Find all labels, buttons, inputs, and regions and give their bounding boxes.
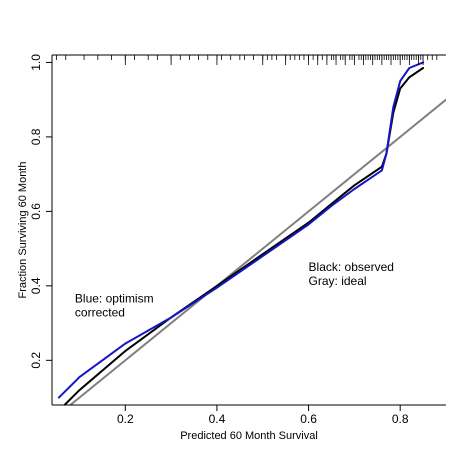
- x-tick-label: 0.6: [300, 412, 317, 426]
- corrected-line: [57, 61, 425, 399]
- y-tick-label: 0.6: [29, 203, 43, 220]
- annotation-text: Black: observed: [309, 260, 394, 274]
- y-axis-label: Fraction Surviving 60 Month: [17, 162, 29, 299]
- observed-line: [63, 67, 425, 405]
- x-tick-label: 0.8: [392, 412, 409, 426]
- y-tick-label: 1.0: [29, 54, 43, 71]
- series-lines: [57, 61, 446, 405]
- ideal-line: [68, 98, 446, 405]
- annotation-text: corrected: [75, 306, 125, 320]
- x-tick-label: 0.2: [117, 412, 134, 426]
- x-tick-label: 0.4: [209, 412, 226, 426]
- annotation-text: Blue: optimism: [75, 292, 154, 306]
- y-tick-label: 0.4: [29, 277, 43, 294]
- axes: 0.2 0.4 0.6 0.8 0.2 0.4 0.6 0.8 1.0: [29, 54, 446, 426]
- annotation-text: Gray: ideal: [309, 274, 367, 288]
- y-tick-label: 0.8: [29, 128, 43, 145]
- x-axis-label: Predicted 60 Month Survival: [180, 430, 318, 442]
- y-tick-label: 0.2: [29, 352, 43, 369]
- rug-ticks: [56, 55, 438, 65]
